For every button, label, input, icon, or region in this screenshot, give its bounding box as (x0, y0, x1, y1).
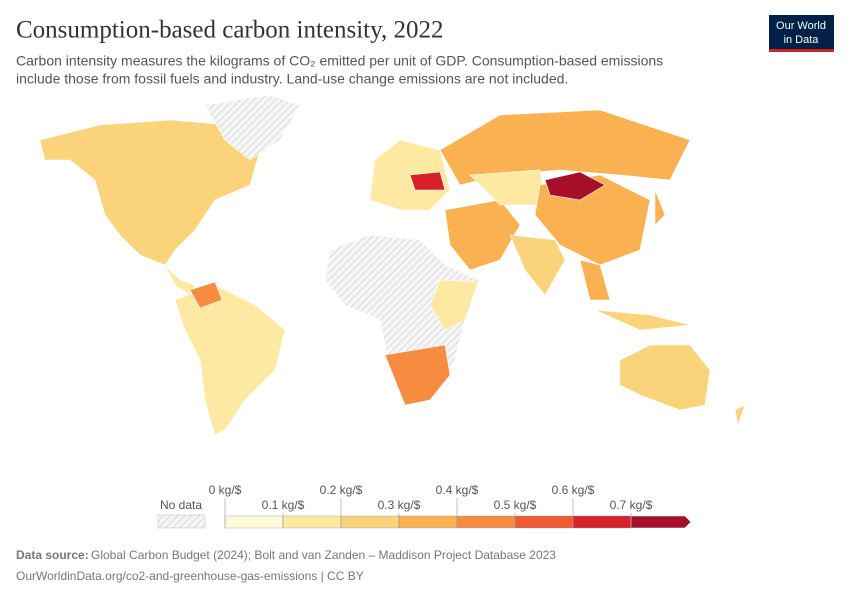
legend-bin (514, 515, 574, 529)
region (509, 234, 566, 296)
legend-bin (398, 515, 458, 529)
title: Consumption-based carbon intensity, 2022 (16, 17, 444, 44)
region (619, 344, 711, 411)
region (409, 171, 446, 191)
url: OurWorldinData.org/co2-and-greenhouse-ga… (16, 569, 364, 583)
logo (769, 15, 834, 51)
region (189, 281, 223, 309)
legend-tick-label: 0.1 kg/$ (262, 498, 305, 512)
logo-text: in Data (784, 34, 820, 46)
legend-tick-label: 0.6 kg/$ (552, 483, 595, 497)
subtitle: include those from fossil fuels and indu… (16, 71, 568, 87)
no-data-swatch (157, 514, 206, 529)
no-data-label: No data (160, 498, 202, 512)
map (39, 94, 746, 436)
region (594, 309, 691, 331)
legend-bin (456, 515, 516, 529)
logo-bar (769, 49, 834, 52)
legend-tick-label: 0.4 kg/$ (436, 483, 479, 497)
legend-bin (572, 515, 632, 529)
region (469, 169, 546, 206)
region (734, 404, 746, 427)
source: Global Carbon Budget (2024); Bolt and va… (91, 548, 556, 562)
region (439, 109, 691, 186)
region (204, 94, 301, 161)
region (39, 119, 261, 266)
legend-tick-label: 0.2 kg/$ (320, 483, 363, 497)
region (579, 259, 611, 301)
subtitle: Carbon intensity measures the kilograms … (16, 53, 663, 69)
legend-bin (340, 515, 400, 529)
legend-bin (224, 515, 284, 529)
region (384, 344, 451, 406)
region (429, 279, 479, 331)
logo-text: Our World (776, 20, 826, 32)
legend-tick-label: 0.3 kg/$ (378, 498, 421, 512)
region (544, 171, 606, 201)
region (654, 189, 666, 226)
region (174, 284, 286, 436)
region (444, 199, 521, 271)
source-label: Data source: (16, 548, 89, 562)
legend: No data 0 kg/$ 0.1 kg/$ 0.2 kg/$ 0.3 kg/$ 0.… (157, 483, 692, 529)
legend-tick-label: 0 kg/$ (209, 483, 242, 497)
legend-tick-label: 0.7 kg/$ (610, 498, 653, 512)
legend-bin (630, 515, 692, 529)
legend-tick-label: 0.5 kg/$ (494, 498, 537, 512)
legend-bin (282, 515, 342, 529)
